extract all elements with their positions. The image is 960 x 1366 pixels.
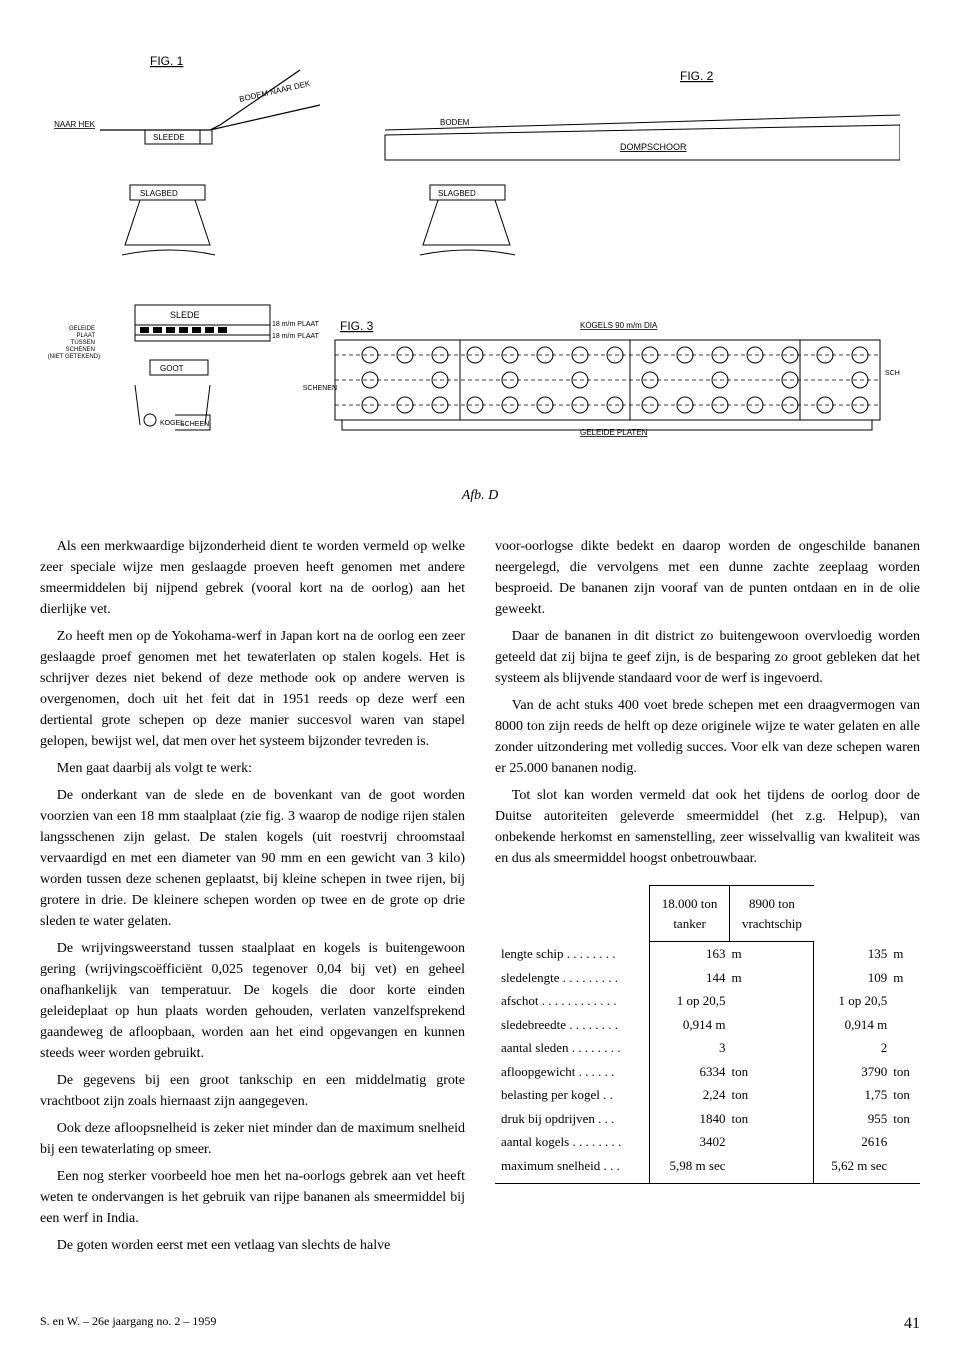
table-row: druk bij opdrijven . . .1840ton955ton: [495, 1107, 920, 1131]
table-row: afloopgewicht . . . . . .6334ton3790ton: [495, 1060, 920, 1084]
table-col2-header: 8900 tonvrachtschip: [730, 886, 814, 942]
body-paragraph: Zo heeft men op de Yokohama-werf in Japa…: [40, 626, 465, 752]
body-paragraph: Ook deze afloopsnelheid is zeker niet mi…: [40, 1118, 465, 1160]
table-row: lengte schip . . . . . . . .163m135m: [495, 942, 920, 966]
body-paragraph: Van de acht stuks 400 voet brede schepen…: [495, 695, 920, 779]
geleide-label2: PLAAT: [76, 333, 95, 339]
table-row: aantal kogels . . . . . . . .34022616: [495, 1130, 920, 1154]
table-row: belasting per kogel . .2,24ton1,75ton: [495, 1083, 920, 1107]
body-paragraph: Als een merkwaardige bijzonderheid dient…: [40, 536, 465, 620]
goot-label: GOOT: [160, 364, 184, 373]
slede-label: SLEDE: [170, 310, 200, 320]
page-number: 41: [904, 1312, 920, 1336]
fig3-label: FIG. 3: [340, 319, 374, 333]
kogels90-label: KOGELS 90 m/m DIA: [580, 321, 658, 330]
scheen-label: SCHEEN: [180, 421, 209, 428]
sleeve-label: SLEEDE: [153, 133, 185, 142]
fig1-label: FIG. 1: [150, 54, 184, 68]
body-paragraph: voor-oorlogse dikte bedekt en daarop wor…: [495, 536, 920, 620]
body-paragraph: Een nog sterker voorbeeld hoe men het na…: [40, 1166, 465, 1229]
table-row: sledelengte . . . . . . . . .144m109m: [495, 966, 920, 990]
body-paragraph: De gegevens bij een groot tankschip en e…: [40, 1070, 465, 1112]
body-paragraph: De wrijvingsweerstand tussen staalplaat …: [40, 938, 465, 1064]
dompschoor-label: DOMPSCHOOR: [620, 142, 687, 152]
geleide-label3: TUSSEN: [71, 340, 95, 346]
geleide-platen-label: GELEIDE PLATEN: [580, 428, 648, 437]
slagbed-label-1: SLAGBED: [140, 189, 178, 198]
right-column: voor-oorlogse dikte bedekt en daarop wor…: [495, 536, 920, 1262]
table-col1-header: 18.000 tontanker: [650, 886, 730, 942]
geleide-label5: (NIET GETEKEND): [48, 354, 100, 360]
plaat-label-2: 18 m/m PLAAT: [272, 333, 320, 340]
ship-data-table: 18.000 tontanker 8900 tonvrachtschip len…: [495, 885, 920, 1184]
plaat-label-1: 18 m/m PLAAT: [272, 321, 320, 328]
bodem-label: BODEM NAAR DEK: [238, 79, 311, 104]
table-row: sledebreedte . . . . . . . .0,914 m0,914…: [495, 1013, 920, 1037]
table-row: maximum snelheid . . .5,98 m sec5,62 m s…: [495, 1154, 920, 1184]
figure-d: FIG. 1 BODEM NAAR DEK NAAR HEK SLEEDE SL…: [40, 30, 920, 506]
figure-svg: FIG. 1 BODEM NAAR DEK NAAR HEK SLEEDE SL…: [40, 30, 900, 470]
figure-caption: Afb. D: [40, 485, 920, 506]
schenen-label-2: SCHENEN: [885, 370, 900, 377]
body-paragraph: Tot slot kan worden vermeld dat ook het …: [495, 785, 920, 869]
naar-hek-label: NAAR HEK: [54, 120, 96, 129]
footer-left: S. en W. – 26e jaargang no. 2 – 1959: [40, 1312, 216, 1336]
geleide-label4: SCHENEN: [66, 347, 95, 353]
body-paragraph: Daar de bananen in dit district zo buite…: [495, 626, 920, 689]
table-row: aantal sleden . . . . . . . .32: [495, 1036, 920, 1060]
table-row: afschot . . . . . . . . . . . .1 op 20,5…: [495, 989, 920, 1013]
body-paragraph: De goten worden eerst met een vetlaag va…: [40, 1235, 465, 1256]
slagbed-label-2: SLAGBED: [438, 189, 476, 198]
body-paragraph: Men gaat daarbij als volgt te werk:: [40, 758, 465, 779]
schenen-label: SCHENEN: [303, 385, 337, 392]
geleide-label: GELEIDE: [69, 326, 95, 332]
body-paragraph: De onderkant van de slede en de bovenkan…: [40, 785, 465, 932]
left-column: Als een merkwaardige bijzonderheid dient…: [40, 536, 465, 1262]
bodem-label-2: BODEM: [440, 118, 470, 127]
fig2-label: FIG. 2: [680, 69, 714, 83]
